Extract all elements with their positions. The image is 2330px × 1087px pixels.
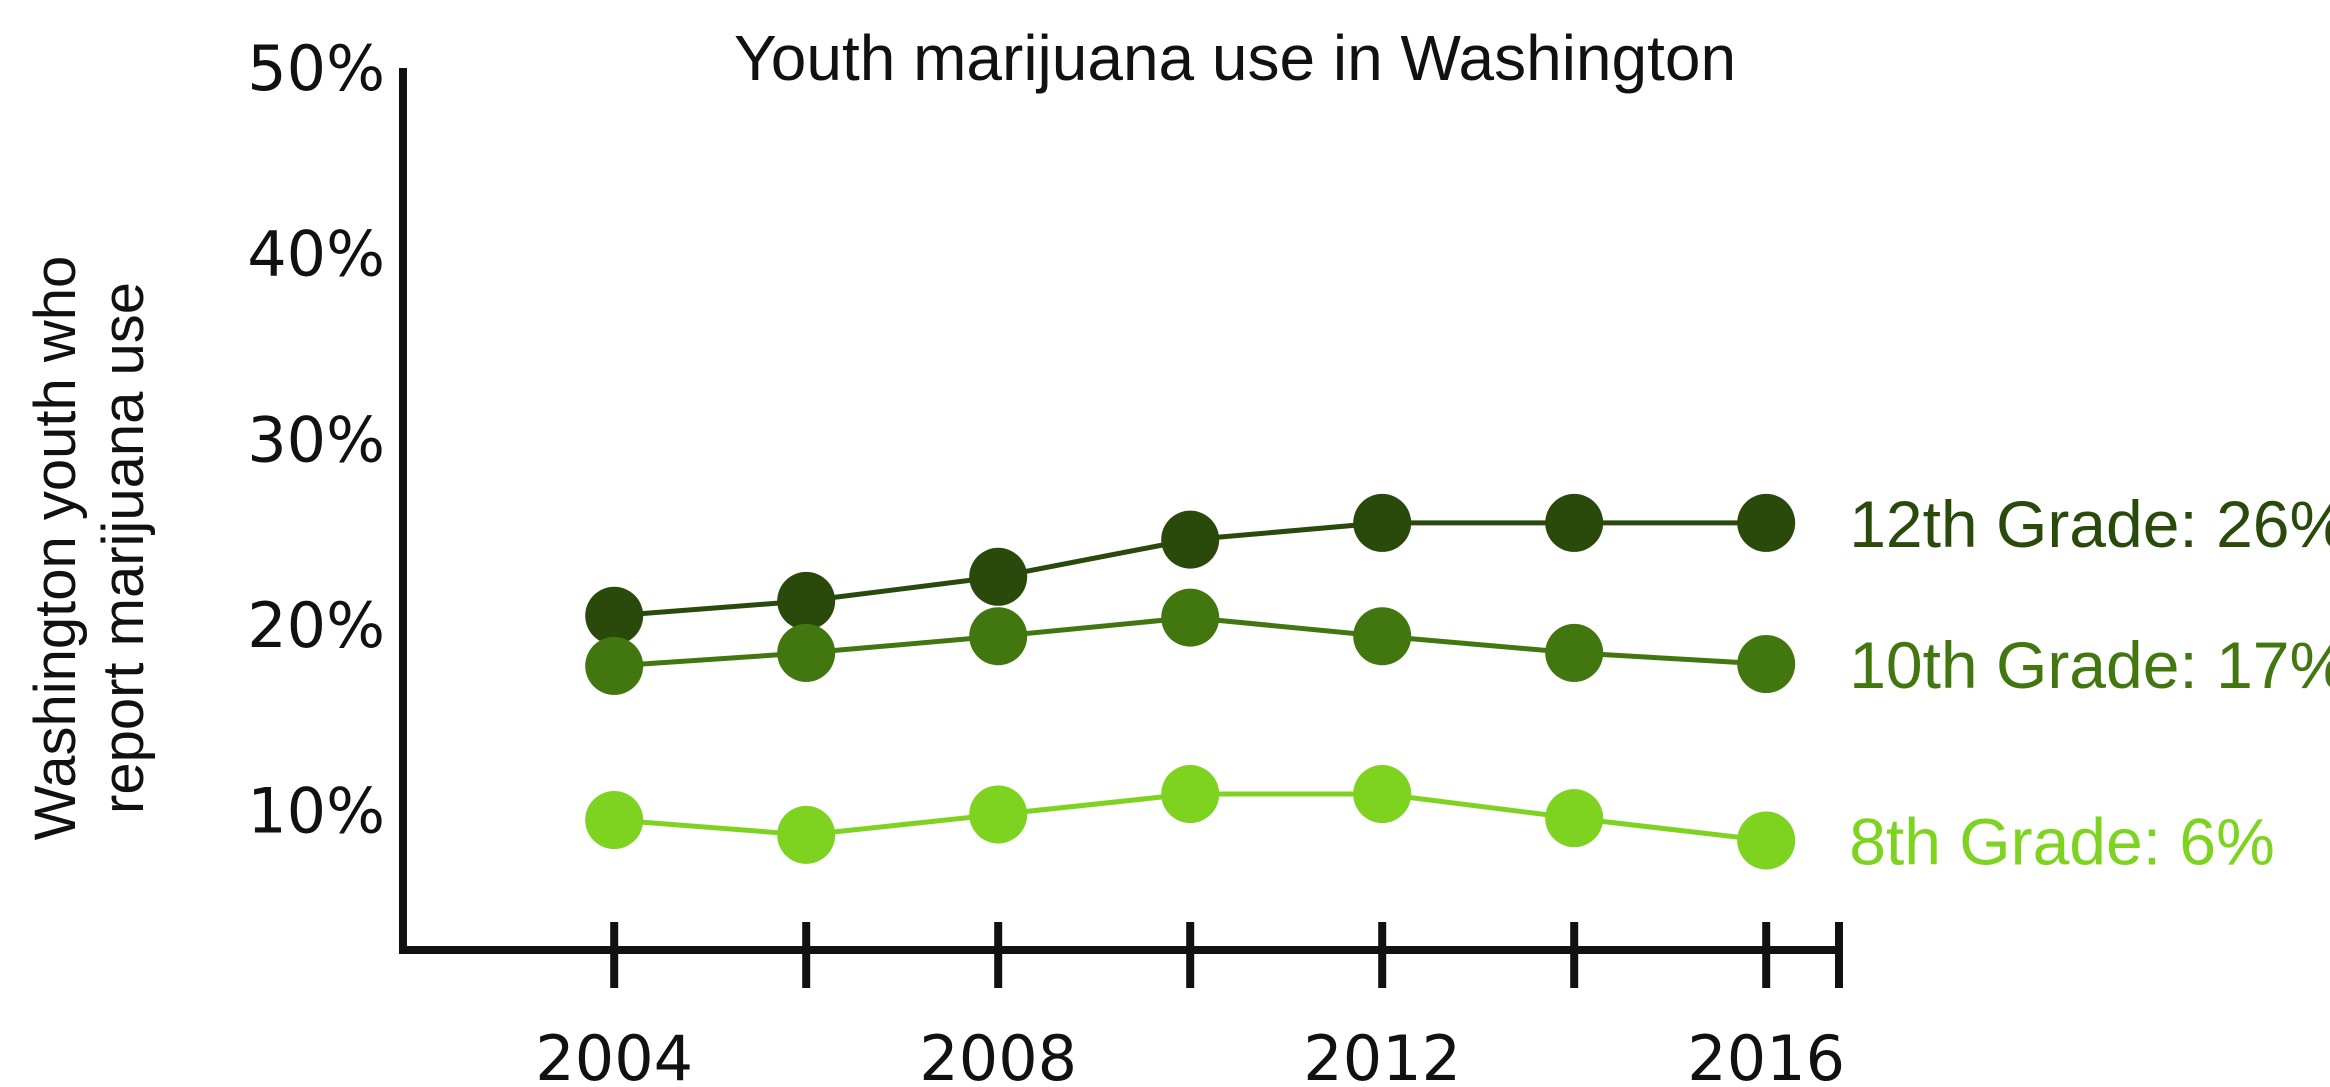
data-point (1353, 765, 1412, 824)
series-label: 12th Grade: 26% (1849, 487, 2330, 561)
chart-title: Youth marijuana use in Washington (734, 22, 1736, 94)
data-point (1353, 607, 1412, 666)
data-point (585, 586, 644, 645)
data-point (1737, 811, 1796, 870)
series-0: 12th Grade: 26% (585, 487, 2330, 645)
data-point (969, 547, 1028, 606)
series-label: 8th Grade: 6% (1849, 804, 2275, 878)
data-point (777, 623, 836, 682)
x-tick-label: 2004 (535, 1022, 693, 1087)
y-tick-label: 40% (247, 218, 385, 291)
y-tick-label: 20% (247, 589, 385, 662)
data-point (1161, 588, 1220, 647)
series-1: 10th Grade: 17% (585, 588, 2330, 702)
data-point (585, 636, 644, 695)
x-ticks: 2004 2008 2012 2016 (535, 922, 1845, 1087)
data-point (1353, 493, 1412, 552)
data-point (969, 607, 1028, 666)
x-tick-label: 2016 (1687, 1022, 1845, 1087)
series-layer: 12th Grade: 26% 10th Grade: 17% 8th Grade:… (585, 487, 2330, 878)
x-tick-label: 2008 (919, 1022, 1077, 1087)
series-2: 8th Grade: 6% (585, 765, 2275, 878)
data-point (1545, 789, 1604, 848)
y-axis-label: Washington youth who report marijuana us… (23, 256, 156, 841)
y-tick-label: 10% (247, 775, 385, 848)
y-axis-label-line-2: report marijuana use (91, 282, 156, 814)
data-point (1737, 493, 1796, 552)
y-axis-label-line-1: Washington youth who (23, 256, 88, 841)
data-point (1545, 493, 1604, 552)
data-point (585, 791, 644, 850)
data-point (777, 571, 836, 630)
data-point (1161, 765, 1220, 824)
y-tick-labels: 10% 20% 30% 40% 50% (247, 32, 385, 848)
data-point (1737, 635, 1796, 694)
y-tick-label: 50% (247, 32, 385, 105)
data-point (1545, 623, 1604, 682)
data-point (777, 805, 836, 864)
y-tick-label: 30% (247, 403, 385, 476)
series-label: 10th Grade: 17% (1849, 628, 2330, 702)
data-point (1161, 510, 1220, 569)
x-tick-label: 2012 (1303, 1022, 1461, 1087)
data-point (969, 785, 1028, 844)
